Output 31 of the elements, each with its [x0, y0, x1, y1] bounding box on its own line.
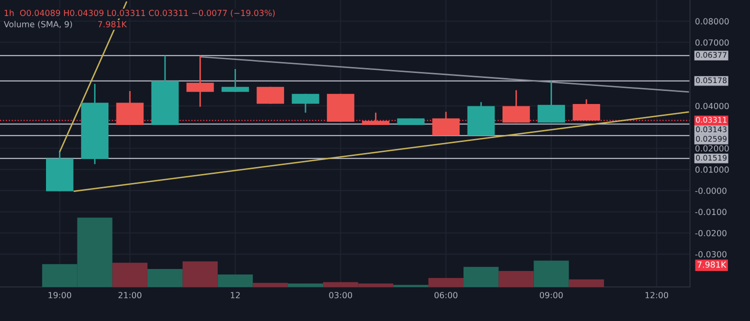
bar	[182, 261, 218, 287]
bar	[288, 284, 324, 287]
bar	[464, 266, 499, 287]
bar	[147, 268, 183, 287]
y-tick-label: -0.0000	[695, 188, 726, 194]
y-tick-label: -0.0100	[695, 208, 726, 216]
y-tick-label: 0.07000	[695, 39, 729, 46]
y-tick-label: 0.04000	[695, 102, 729, 110]
x-tick-label: 12:00	[646, 292, 668, 298]
bar	[218, 274, 253, 287]
y-tick-label: -0.0300	[695, 251, 726, 258]
x-tick-label: 12	[230, 292, 240, 298]
y-tick-label: 0.01000	[695, 166, 729, 173]
bar	[112, 262, 148, 287]
text: 7.981K	[98, 21, 127, 28]
text: 1h O0.04089 H0.04309 L0.03311 C0.03311 −0.0077 (−19.03%)	[4, 10, 275, 18]
bar	[252, 282, 288, 287]
y-tick-label: 0.02000	[695, 145, 729, 152]
y-tick-label: 0.08000	[695, 18, 729, 24]
bar	[568, 279, 604, 287]
bar	[428, 278, 464, 287]
bar	[498, 271, 534, 287]
chart-title: Volume (SMA, 9)	[4, 20, 72, 28]
text: 7.981K	[698, 261, 726, 268]
x-tick-label: 21:00	[118, 292, 142, 298]
x-tick-label: 09:00	[540, 292, 563, 298]
bar	[534, 260, 569, 287]
x-tick-label: 06:00	[434, 292, 458, 298]
x-tick-label: 03:00	[329, 292, 352, 298]
x-tick-label: 19:00	[48, 292, 72, 298]
y-tick-label: -0.0200	[695, 230, 726, 236]
